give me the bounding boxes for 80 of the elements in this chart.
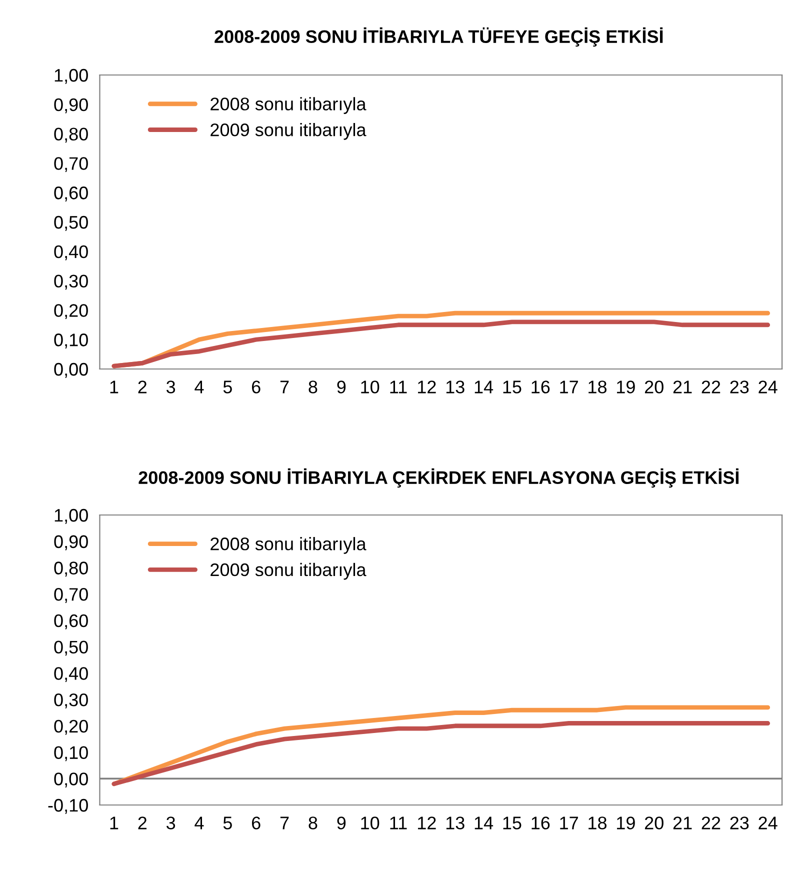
chart-title: 2008-2009 SONU İTİBARIYLA ÇEKİRDEK ENFLASYONA GEÇİŞ ETKİSİ bbox=[138, 468, 739, 488]
x-tick-label: 17 bbox=[560, 816, 578, 830]
x-tick-label: 12 bbox=[418, 380, 436, 394]
y-tick-label: 0,80 bbox=[54, 128, 88, 143]
x-tick-label: 23 bbox=[730, 380, 749, 394]
x-tick-label: 21 bbox=[673, 380, 692, 394]
x-tick-label: 18 bbox=[588, 816, 607, 830]
x-tick-label: 19 bbox=[617, 816, 635, 830]
x-tick-label: 4 bbox=[194, 380, 204, 394]
x-tick-label: 3 bbox=[166, 380, 176, 394]
x-tick-label: 3 bbox=[166, 816, 176, 830]
x-tick-label: 19 bbox=[617, 380, 635, 394]
x-tick-label: 8 bbox=[308, 380, 318, 394]
x-tick-label: 12 bbox=[418, 816, 436, 830]
x-tick-label: 11 bbox=[390, 816, 407, 830]
x-tick-label: 22 bbox=[702, 816, 720, 830]
x-tick-label: 10 bbox=[361, 816, 380, 830]
chart-title: 2008-2009 SONU İTİBARIYLA TÜFEYE GEÇİŞ ETKİSİ bbox=[214, 27, 663, 47]
y-tick-label: 1,00 bbox=[54, 68, 88, 84]
x-tick-label: 24 bbox=[758, 816, 778, 830]
x-tick-label: 14 bbox=[474, 380, 494, 394]
x-tick-label: 5 bbox=[223, 380, 232, 394]
y-tick-label: 0,00 bbox=[54, 362, 88, 378]
x-tick-label: 2 bbox=[138, 380, 147, 394]
legend-label: 2008 sonu itibarıyla bbox=[210, 97, 366, 114]
x-tick-label: 15 bbox=[503, 380, 522, 394]
y-tick-label: 0,90 bbox=[54, 98, 88, 114]
x-tick-label: 11 bbox=[390, 380, 407, 394]
y-tick-label: 0,20 bbox=[54, 304, 88, 320]
x-tick-label: 16 bbox=[532, 380, 550, 394]
x-tick-label: 13 bbox=[446, 816, 464, 830]
x-tick-label: 6 bbox=[252, 816, 260, 830]
x-tick-label: 18 bbox=[588, 380, 607, 394]
x-tick-label: 16 bbox=[532, 816, 550, 830]
x-tick-label: 8 bbox=[308, 816, 318, 830]
x-tick-label: 17 bbox=[560, 380, 578, 394]
y-tick-label: 0,30 bbox=[54, 274, 88, 290]
y-tick-label: 1,00 bbox=[54, 508, 88, 524]
x-tick-label: 20 bbox=[644, 380, 664, 394]
line-series bbox=[112, 721, 770, 786]
legend-label: 2009 sonu itibarıyla bbox=[210, 562, 366, 580]
x-tick-label: 9 bbox=[337, 380, 346, 394]
y-tick-label: 0,10 bbox=[54, 334, 88, 348]
x-tick-label: 22 bbox=[702, 380, 720, 394]
y-tick-label: 0,60 bbox=[54, 186, 88, 202]
legend-label: 2008 sonu itibarıyla bbox=[210, 537, 366, 554]
y-tick-label: 0,00 bbox=[54, 772, 88, 788]
x-tick-label: 9 bbox=[337, 816, 346, 830]
x-tick-label: 14 bbox=[474, 816, 494, 830]
y-tick-label: 0,40 bbox=[54, 667, 88, 682]
y-tick-label: 0,40 bbox=[54, 245, 88, 260]
x-tick-label: 20 bbox=[644, 816, 664, 830]
x-tick-label: 6 bbox=[252, 380, 260, 394]
y-tick-label: 0,50 bbox=[54, 216, 88, 231]
x-tick-label: 2 bbox=[138, 816, 147, 830]
x-tick-label: 10 bbox=[361, 380, 380, 394]
y-tick-label: 0,70 bbox=[54, 157, 88, 172]
y-tick-label: 0,80 bbox=[54, 562, 88, 577]
y-tick-label: 0,90 bbox=[54, 535, 88, 550]
y-tick-label: 0,60 bbox=[54, 614, 88, 630]
y-tick-label: 0,70 bbox=[54, 588, 88, 603]
x-tick-label: 1 bbox=[110, 380, 118, 394]
x-tick-label: 13 bbox=[446, 380, 464, 394]
x-tick-label: 21 bbox=[673, 816, 692, 830]
x-tick-label: 23 bbox=[730, 816, 749, 830]
x-tick-label: 7 bbox=[280, 380, 289, 394]
y-tick-label: -0,10 bbox=[48, 798, 88, 814]
y-tick-label: 0,50 bbox=[54, 640, 88, 656]
line-series bbox=[112, 705, 770, 786]
y-tick-label: 0,10 bbox=[54, 746, 88, 762]
x-tick-label: 1 bbox=[110, 816, 118, 830]
x-tick-label: 15 bbox=[503, 816, 522, 830]
y-tick-label: 0,20 bbox=[54, 720, 88, 735]
y-tick-label: 0,30 bbox=[54, 693, 88, 708]
x-tick-label: 24 bbox=[758, 380, 778, 394]
x-tick-label: 7 bbox=[280, 816, 289, 830]
legend-label: 2009 sonu itibarıyla bbox=[210, 122, 366, 140]
x-tick-label: 4 bbox=[194, 816, 204, 830]
line-series bbox=[112, 320, 770, 368]
x-tick-label: 5 bbox=[223, 816, 232, 830]
